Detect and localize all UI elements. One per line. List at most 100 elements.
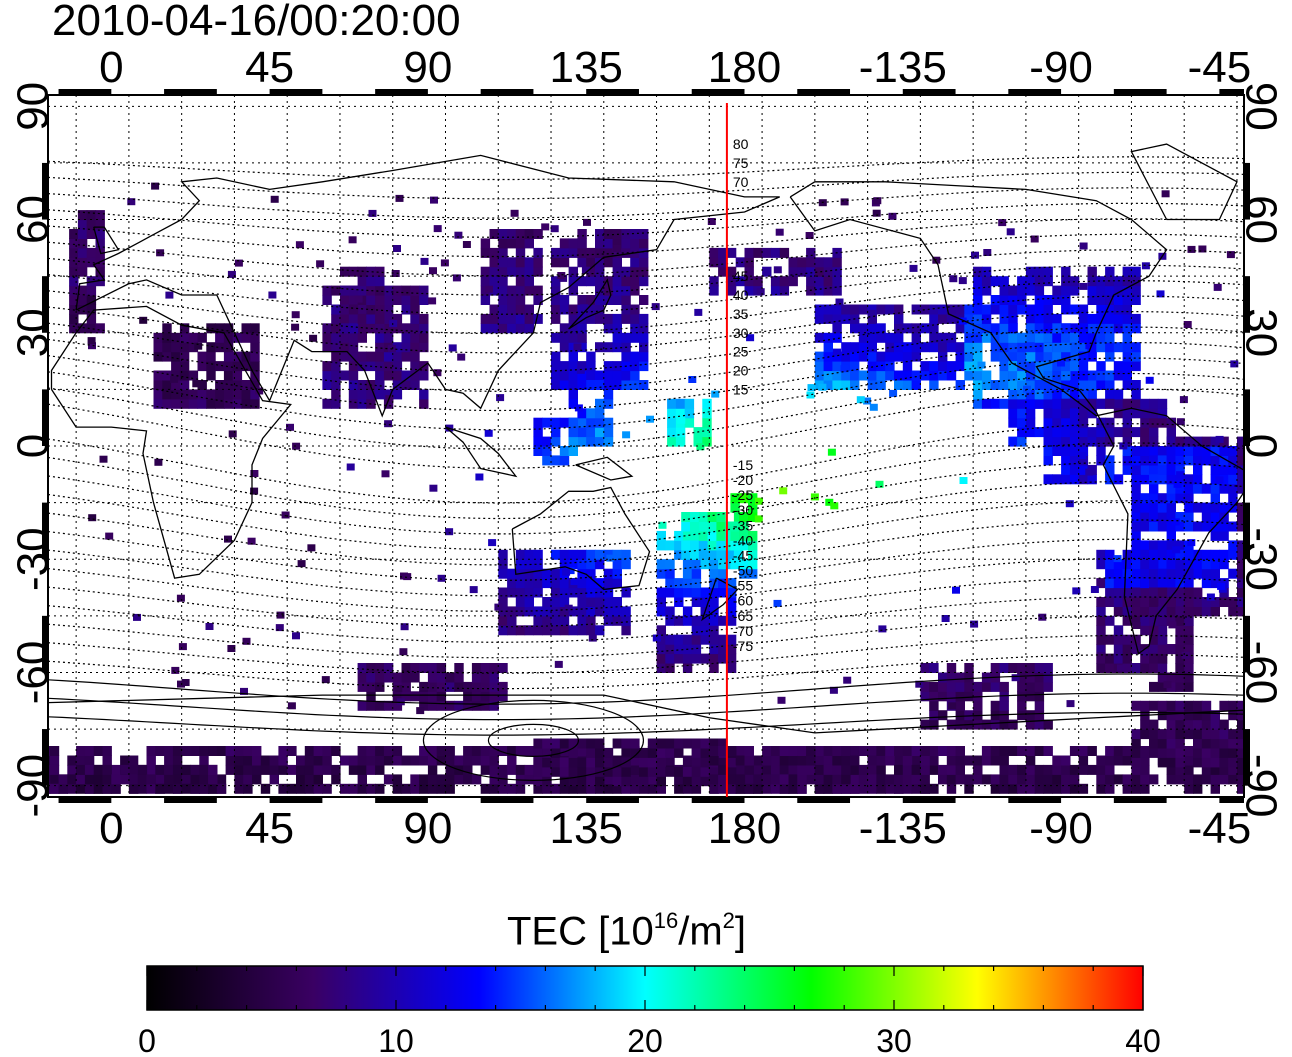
tec-cell [1096, 774, 1106, 785]
tec-cell [1034, 663, 1045, 673]
tec-cell [394, 685, 403, 693]
tec-cell [559, 587, 570, 598]
tec-cell [410, 342, 420, 353]
tec-cell [433, 225, 442, 233]
tec-cell [1096, 549, 1106, 560]
tec-cell [1131, 615, 1141, 626]
tec-cell [383, 774, 394, 785]
tec-cell [832, 764, 842, 775]
tec-cell [586, 549, 596, 560]
tec-cell [1017, 710, 1027, 721]
tec-cell [568, 247, 578, 258]
tec-cell [357, 276, 367, 287]
tec-cell [867, 332, 877, 343]
tec-cell [498, 276, 508, 287]
tec-cell [1087, 436, 1097, 447]
tec-cell [1008, 351, 1018, 362]
tec-cell [551, 370, 561, 381]
tec-cell [902, 370, 913, 381]
tec-cell [1025, 746, 1036, 756]
tec-cell [1113, 342, 1124, 353]
tec-cell [533, 436, 543, 447]
tec-cell [1069, 398, 1080, 409]
tec-cell [551, 549, 561, 560]
tec-cell [832, 746, 842, 756]
tec-cell [542, 446, 552, 456]
tec-cell [357, 313, 367, 324]
tec-cell [691, 559, 702, 570]
tec-cell [375, 295, 385, 305]
tec-cell [1078, 342, 1089, 353]
magnetic-latitude-contour [48, 577, 1244, 628]
tec-cell [1043, 719, 1053, 730]
tec-cell [603, 606, 614, 617]
tec-cell [938, 313, 948, 324]
tec-cell [647, 738, 658, 749]
tec-cell [559, 342, 570, 353]
tec-cell [287, 764, 297, 775]
tec-cell [1237, 606, 1244, 617]
tec-cell [366, 663, 376, 673]
tec-cell [252, 764, 262, 775]
tec-cell [779, 746, 790, 756]
tec-cell [603, 229, 614, 239]
tec-cell [69, 276, 79, 287]
tec-cell [179, 398, 190, 409]
tec-cell [77, 257, 88, 268]
tec-cell [1193, 446, 1203, 456]
tec-cell [375, 276, 385, 287]
tec-cell [234, 764, 244, 775]
tec-cell [744, 746, 754, 756]
tec-cell [577, 738, 587, 749]
tec-cell [1087, 427, 1097, 438]
tec-cell [726, 606, 737, 617]
tec-cell [1157, 502, 1168, 513]
tec-cell [1052, 342, 1062, 353]
tec-cell [1219, 757, 1229, 768]
tec-cell [1052, 370, 1062, 381]
tec-cell [1193, 729, 1203, 740]
tec-cell [955, 710, 965, 721]
tec-cell [1237, 464, 1244, 475]
y-tick-label-left: -60 [8, 641, 57, 705]
tec-cell [929, 380, 939, 390]
tec-cell [489, 746, 499, 756]
tec-cell [1193, 747, 1203, 758]
magnetic-latitude-contour [48, 711, 1244, 736]
tec-cell [1096, 446, 1106, 456]
tec-cell [533, 257, 543, 268]
tec-cell [515, 323, 526, 334]
tec-cell [603, 597, 614, 607]
tec-cell [894, 351, 904, 362]
tec-cell [1052, 332, 1062, 343]
tec-cell [197, 389, 207, 400]
tec-cell [754, 515, 763, 523]
tec-cell [603, 323, 614, 334]
tec-cell [507, 304, 517, 315]
tec-cell [515, 597, 526, 607]
tec-cell [1122, 380, 1132, 390]
tec-cell [1175, 644, 1185, 655]
tec-cell [1184, 746, 1194, 756]
meridian-label: 35 [733, 306, 749, 322]
tec-cell [656, 747, 666, 758]
tec-cell [383, 361, 394, 372]
tec-cell [999, 700, 1009, 711]
tec-cell [1149, 729, 1159, 740]
tec-cell [1069, 380, 1080, 390]
tec-cell [1157, 540, 1168, 551]
tec-cell [938, 370, 948, 381]
tec-cell [1008, 389, 1018, 400]
tec-cell [850, 304, 860, 315]
tec-cell [753, 755, 763, 766]
tec-cell [1149, 747, 1159, 758]
tec-cell [739, 540, 749, 551]
tec-cell [1131, 521, 1141, 532]
tec-cell [1157, 653, 1168, 664]
tec-cell [1096, 304, 1106, 315]
tec-cell [971, 251, 979, 259]
tec-cell [1087, 764, 1097, 775]
tec-cell [841, 774, 851, 785]
tec-cell [739, 493, 749, 504]
tec-cell [1025, 304, 1036, 315]
